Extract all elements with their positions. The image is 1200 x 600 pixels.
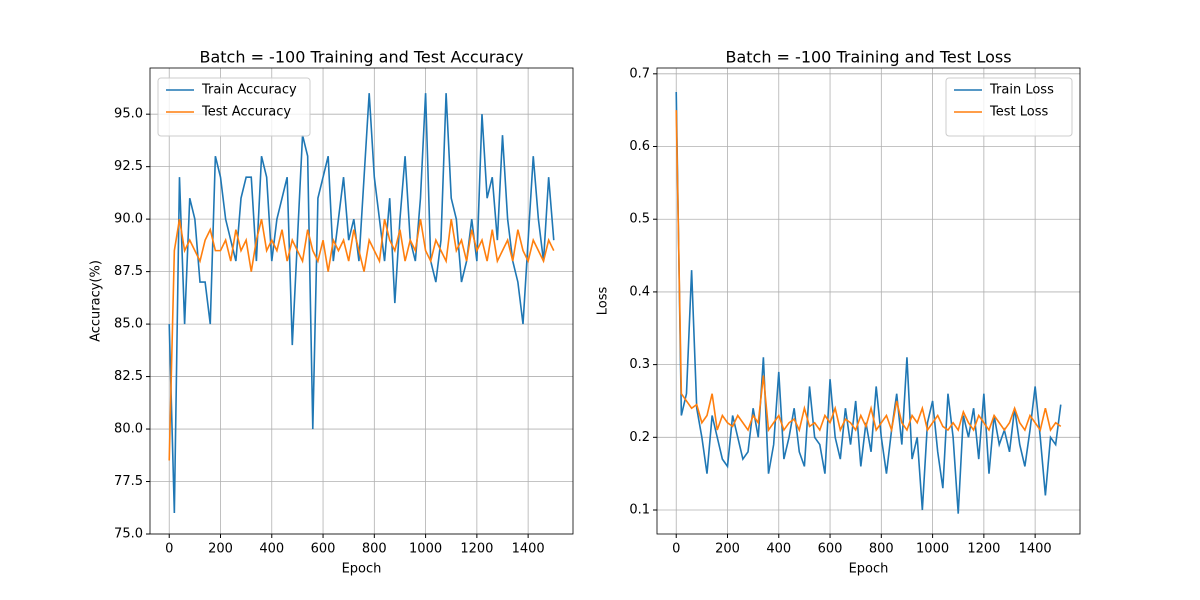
x-tick-label: 800 — [869, 542, 894, 557]
y-tick-label: 75.0 — [114, 527, 143, 542]
y-tick-label: 0.4 — [629, 284, 650, 299]
line-series — [168, 218, 555, 461]
y-tick-label: 82.5 — [114, 369, 143, 384]
x-tick-label: 0 — [165, 542, 173, 557]
y-axis-label: Loss — [596, 287, 611, 316]
y-tick-label: 0.6 — [629, 139, 650, 154]
y-tick-label: 0.7 — [629, 66, 650, 81]
legend-box — [157, 77, 311, 137]
x-tick-label: 1000 — [916, 542, 949, 557]
y-axis-label: Accuracy(%) — [89, 260, 104, 342]
y-tick-label: 0.5 — [629, 212, 650, 227]
y-tick-label: 92.5 — [114, 159, 143, 174]
x-tick-label: 200 — [208, 542, 233, 557]
x-tick-label: 400 — [259, 542, 284, 557]
line-series — [168, 93, 555, 514]
y-tick-label: 0.3 — [629, 357, 650, 372]
x-axis-label: Epoch — [849, 562, 889, 577]
x-tick-label: 0 — [672, 542, 680, 557]
x-tick-label: 600 — [818, 542, 843, 557]
x-axis-label: Epoch — [342, 562, 382, 577]
x-tick-label: 200 — [715, 542, 740, 557]
x-tick-label: 1200 — [460, 542, 493, 557]
legend-label: Test Accuracy — [201, 105, 291, 120]
y-tick-label: 77.5 — [114, 474, 143, 489]
line-series — [675, 91, 1062, 514]
x-tick-label: 1200 — [967, 542, 1000, 557]
legend-label: Train Loss — [989, 83, 1054, 98]
y-tick-label: 87.5 — [114, 264, 143, 279]
chart-title: Batch = -100 Training and Test Loss — [725, 48, 1011, 67]
legend-label: Train Accuracy — [201, 83, 297, 98]
x-tick-label: 1400 — [1019, 542, 1052, 557]
y-tick-label: 90.0 — [114, 212, 143, 227]
y-tick-label: 80.0 — [114, 422, 143, 437]
y-tick-label: 0.2 — [629, 430, 650, 445]
x-tick-label: 800 — [362, 542, 387, 557]
x-tick-label: 1000 — [409, 542, 442, 557]
line-series — [675, 110, 1062, 434]
axes-frame — [149, 67, 574, 535]
legend-label: Test Loss — [989, 105, 1048, 120]
x-tick-label: 1400 — [512, 542, 545, 557]
y-tick-label: 0.1 — [629, 503, 650, 518]
subplot: Batch = -100 Training and Test Accuracy E… — [89, 48, 574, 577]
subplot: Batch = -100 Training and Test Loss Epoch… — [596, 48, 1081, 577]
y-tick-label: 95.0 — [114, 107, 143, 122]
x-tick-label: 600 — [311, 542, 336, 557]
x-tick-label: 400 — [766, 542, 791, 557]
chart-title: Batch = -100 Training and Test Accuracy — [199, 48, 523, 67]
y-tick-label: 85.0 — [114, 317, 143, 332]
axes-frame — [656, 67, 1081, 535]
legend-box — [945, 77, 1073, 137]
